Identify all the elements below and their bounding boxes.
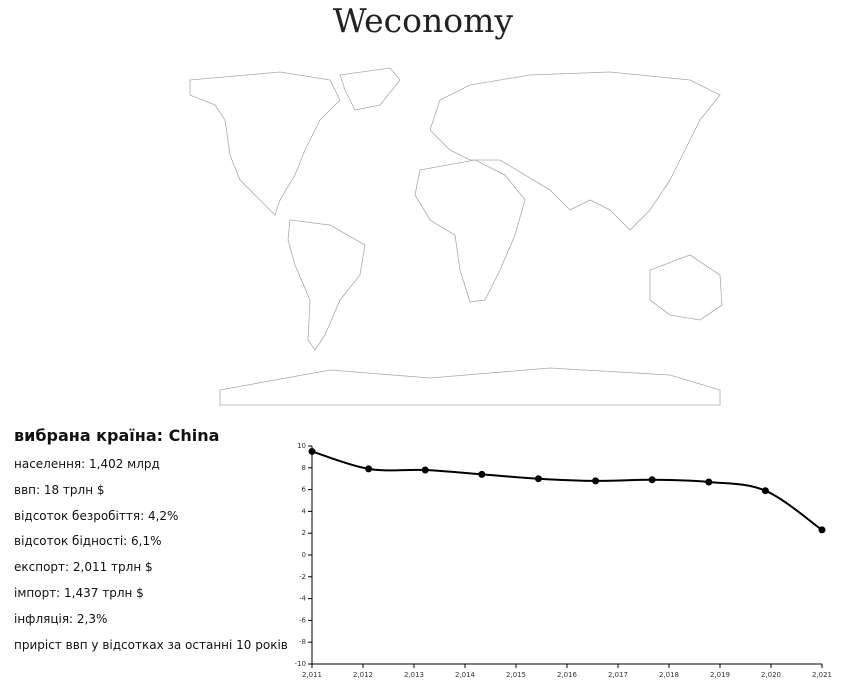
info-line: ввп: 18 трлн $ xyxy=(14,482,105,497)
y-tick-label: -4 xyxy=(299,595,307,603)
gdp-growth-chart: -10 -8 -6 -4 -2 0 2 4 6 8 10 2,011 2,012 2,013 2,014 2,… xyxy=(295,442,832,679)
data-point xyxy=(818,526,826,534)
y-tick-label: 8 xyxy=(302,464,306,472)
data-point xyxy=(421,466,429,474)
y-tick-label: 2 xyxy=(302,529,306,537)
y-tick-label: 6 xyxy=(302,486,307,494)
world-map[interactable] xyxy=(130,60,730,410)
app-title: Weconomy xyxy=(332,1,514,40)
y-tick-label: -8 xyxy=(299,638,306,646)
info-line: інфляція: 2,3% xyxy=(14,611,108,626)
greenland[interactable] xyxy=(339,67,401,111)
x-tick-label: 2,020 xyxy=(761,671,781,679)
info-line: імпорт: 1,437 трлн $ xyxy=(14,585,144,600)
x-tick-label: 2,013 xyxy=(404,671,424,679)
selected-country: вибрана країна: China xyxy=(14,426,220,445)
data-point xyxy=(648,476,656,484)
europe-asia[interactable] xyxy=(429,71,721,231)
x-tick-label: 2,014 xyxy=(455,671,476,679)
x-tick-label: 2,016 xyxy=(557,671,578,679)
x-tick-label: 2,021 xyxy=(812,671,832,679)
x-tick-label: 2,017 xyxy=(608,671,628,679)
data-point xyxy=(761,487,769,495)
y-tick-label: 4 xyxy=(302,507,307,515)
y-tick-label: 0 xyxy=(302,551,306,559)
x-tick-label: 2,015 xyxy=(506,671,526,679)
info-line: експорт: 2,011 трлн $ xyxy=(14,560,153,575)
y-tick-label: -2 xyxy=(299,573,306,581)
antarctica[interactable] xyxy=(219,367,721,406)
x-tick-label: 2,018 xyxy=(659,671,679,679)
y-tick-label: -10 xyxy=(295,660,306,668)
info-line: населення: 1,402 млрд xyxy=(14,457,160,471)
y-tick-label: 10 xyxy=(297,442,306,450)
x-tick-label: 2,011 xyxy=(302,671,322,679)
x-tick-label: 2,019 xyxy=(710,671,730,679)
info-line: приріст ввп у відсотках за останні 10 ро… xyxy=(14,637,288,652)
data-point xyxy=(365,465,373,473)
country-info: вибрана країна: China населення: 1,402 м… xyxy=(14,426,288,663)
data-point xyxy=(478,470,486,478)
australia[interactable] xyxy=(649,254,723,321)
south-america[interactable] xyxy=(287,219,366,351)
data-point xyxy=(534,475,542,483)
gdp-line xyxy=(311,450,823,531)
data-point xyxy=(592,477,600,485)
info-line: відсоток безробіття: 4,2% xyxy=(14,508,179,523)
africa[interactable] xyxy=(414,159,526,303)
info-line: відсоток бідності: 6,1% xyxy=(14,534,162,549)
y-tick-label: -6 xyxy=(299,616,307,624)
data-point xyxy=(308,447,316,455)
north-america[interactable] xyxy=(189,71,341,216)
x-tick-label: 2,012 xyxy=(353,671,373,679)
data-point xyxy=(705,478,713,486)
